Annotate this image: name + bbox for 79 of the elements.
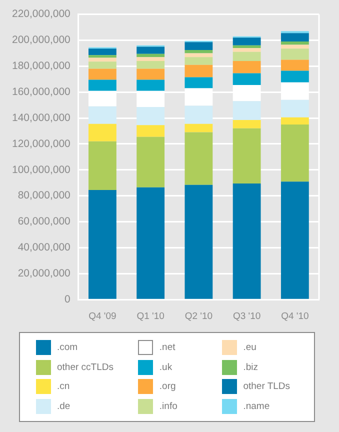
legend-label: .com <box>57 342 78 354</box>
bar <box>184 184 213 299</box>
bar <box>136 54 165 58</box>
bar <box>280 48 309 60</box>
y-tick-label: 40,000,000 <box>18 242 71 254</box>
bar <box>136 68 165 80</box>
bar <box>88 68 116 80</box>
bar <box>232 73 261 85</box>
legend-label: .info <box>159 400 178 412</box>
bar <box>184 106 213 124</box>
legend-label: .net <box>159 342 176 354</box>
bar <box>232 48 261 52</box>
bar <box>184 132 213 185</box>
bar <box>136 187 165 299</box>
bar <box>280 33 309 42</box>
y-tick-label: 20,000,000 <box>18 268 71 280</box>
legend-label: .uk <box>159 362 172 373</box>
bar <box>280 70 309 82</box>
bar <box>136 107 165 126</box>
bar <box>232 120 261 128</box>
bar <box>232 128 261 184</box>
y-tick-label: 120,000,000 <box>12 138 71 150</box>
bar <box>184 50 213 54</box>
bar <box>88 62 116 69</box>
bar <box>136 125 165 137</box>
bar <box>184 57 213 65</box>
bar <box>88 80 116 91</box>
legend-label: .org <box>159 381 176 392</box>
legend-label: .cn <box>57 381 70 392</box>
legend-label: .name <box>243 400 270 412</box>
bar <box>184 42 213 50</box>
y-tick-label: 220,000,000 <box>12 8 71 20</box>
bar <box>88 48 116 56</box>
x-tick-label: Q4 '09 <box>88 310 116 322</box>
bar <box>232 60 261 74</box>
bar <box>136 46 165 54</box>
bar <box>232 101 261 120</box>
bar <box>232 38 261 46</box>
y-tick-label: 160,000,000 <box>12 86 71 98</box>
legend-label: other ccTLDs <box>57 362 114 373</box>
bar <box>88 58 116 62</box>
bar <box>280 117 309 125</box>
bar <box>136 80 165 91</box>
bar <box>88 141 116 190</box>
x-tick-label: Q4 '10 <box>281 310 309 322</box>
bar <box>280 42 309 45</box>
bar <box>136 57 165 61</box>
y-tick-label: 60,000,000 <box>18 216 71 228</box>
bar <box>88 106 116 124</box>
bar <box>280 182 309 299</box>
y-tick-label: 180,000,000 <box>12 60 71 72</box>
bar <box>280 44 309 49</box>
bar <box>280 100 309 118</box>
y-tick-label: 0 <box>64 293 71 306</box>
legend-label: .biz <box>243 362 258 373</box>
x-tick-label: Q3 '10 <box>232 310 261 322</box>
bar <box>136 60 165 69</box>
bar <box>88 124 116 142</box>
bar <box>88 55 116 58</box>
bar <box>184 77 213 88</box>
bar <box>88 190 116 299</box>
legend-label: .de <box>57 400 70 412</box>
bar <box>184 53 213 58</box>
bar <box>232 45 261 48</box>
y-tick-label: 100,000,000 <box>12 164 71 176</box>
bar <box>184 64 213 78</box>
legend-label: other TLDs <box>243 381 290 392</box>
bar <box>232 52 261 61</box>
y-tick-label: 140,000,000 <box>12 112 71 124</box>
legend-label: .eu <box>243 342 256 354</box>
bar <box>184 124 213 132</box>
bar <box>232 184 261 299</box>
y-tick-label: 80,000,000 <box>18 190 71 202</box>
bar <box>136 136 165 188</box>
y-tick-label: 200,000,000 <box>12 34 71 46</box>
bar <box>280 60 309 71</box>
x-tick-label: Q2 '10 <box>184 310 213 322</box>
bar <box>280 124 309 182</box>
x-tick-label: Q1 '10 <box>136 310 164 322</box>
